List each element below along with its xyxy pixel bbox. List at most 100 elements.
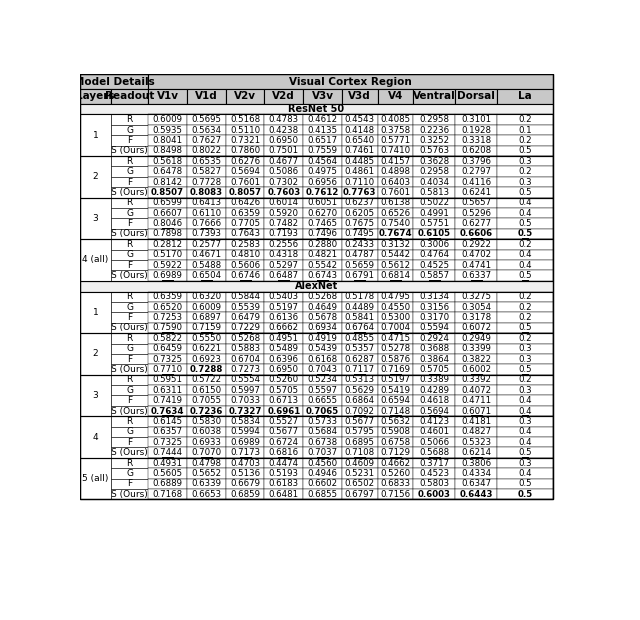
Bar	[497, 489, 553, 500]
Bar	[187, 146, 226, 156]
Bar	[80, 416, 111, 458]
Text: Visual Cortex Region: Visual Cortex Region	[289, 77, 412, 87]
Bar	[413, 270, 455, 281]
Bar	[497, 156, 553, 166]
Bar	[378, 333, 413, 343]
Text: 0.2924: 0.2924	[419, 334, 449, 343]
Bar	[80, 333, 553, 374]
Bar	[342, 187, 378, 198]
Bar	[80, 458, 553, 500]
Bar	[148, 187, 187, 198]
Bar	[187, 250, 226, 260]
Bar	[455, 396, 497, 406]
Text: 0.5231: 0.5231	[345, 469, 375, 478]
Bar	[303, 89, 342, 104]
Bar	[497, 239, 553, 250]
Text: 0.7325: 0.7325	[152, 355, 182, 363]
Bar	[342, 343, 378, 354]
Bar	[111, 385, 148, 396]
Bar	[303, 177, 342, 187]
Text: Model Details: Model Details	[74, 77, 154, 87]
Bar	[187, 333, 226, 343]
Bar	[148, 396, 187, 406]
Bar	[303, 312, 342, 323]
Text: 0.4855: 0.4855	[345, 334, 375, 343]
Bar	[342, 135, 378, 146]
Text: 1: 1	[93, 131, 99, 140]
Bar	[497, 468, 553, 479]
Text: 0.2958: 0.2958	[419, 115, 449, 124]
Text: 0.5278: 0.5278	[380, 344, 410, 353]
Bar	[148, 198, 187, 208]
Text: 0.6071: 0.6071	[461, 407, 491, 415]
Bar	[342, 365, 378, 374]
Bar	[226, 146, 264, 156]
Text: V4: V4	[388, 91, 403, 101]
Bar	[148, 146, 187, 156]
Text: 0.5935: 0.5935	[152, 125, 182, 135]
Text: 0.7710: 0.7710	[152, 365, 182, 374]
Bar	[111, 406, 148, 416]
Bar	[226, 187, 264, 198]
Bar	[413, 374, 455, 385]
Bar	[378, 416, 413, 427]
Text: 0.3628: 0.3628	[419, 157, 449, 166]
Bar	[303, 458, 342, 468]
Text: 0.4618: 0.4618	[419, 396, 449, 405]
Bar	[148, 416, 187, 427]
Bar	[80, 239, 553, 281]
Text: 0.7321: 0.7321	[230, 136, 260, 145]
Text: 0.5618: 0.5618	[152, 157, 182, 166]
Bar	[497, 396, 553, 406]
Bar	[378, 270, 413, 281]
Bar	[497, 89, 553, 104]
Bar	[342, 479, 378, 489]
Bar	[226, 365, 264, 374]
Bar	[226, 312, 264, 323]
Bar	[413, 343, 455, 354]
Bar	[455, 291, 497, 302]
Text: 0.3796: 0.3796	[461, 157, 491, 166]
Bar	[80, 104, 553, 115]
Bar	[303, 468, 342, 479]
Bar	[303, 260, 342, 270]
Text: 0.7229: 0.7229	[230, 324, 260, 332]
Text: 0.4560: 0.4560	[307, 459, 338, 467]
Bar	[187, 489, 226, 500]
Text: 0.5763: 0.5763	[419, 146, 449, 156]
Text: 0.6738: 0.6738	[307, 438, 338, 447]
Bar	[187, 458, 226, 468]
Text: 0.2: 0.2	[518, 313, 532, 322]
Text: 0.4703: 0.4703	[230, 459, 260, 467]
Bar	[378, 250, 413, 260]
Text: 0.4741: 0.4741	[461, 260, 491, 270]
Text: 0.5876: 0.5876	[380, 355, 410, 363]
Text: 0.7627: 0.7627	[191, 136, 221, 145]
Text: 0.5652: 0.5652	[191, 469, 221, 478]
Bar	[455, 323, 497, 333]
Bar	[148, 115, 187, 125]
Text: G: G	[126, 303, 133, 312]
Bar	[264, 187, 303, 198]
Text: 0.2: 0.2	[518, 240, 532, 249]
Text: 0.5677: 0.5677	[269, 427, 299, 436]
Bar	[226, 343, 264, 354]
Text: 0.4123: 0.4123	[419, 417, 449, 426]
Bar	[378, 125, 413, 135]
Bar	[413, 239, 455, 250]
Text: 0.5: 0.5	[517, 229, 532, 239]
Bar	[148, 374, 187, 385]
Text: R: R	[127, 459, 132, 467]
Bar	[378, 458, 413, 468]
Text: 0.3392: 0.3392	[461, 375, 491, 384]
Bar	[303, 115, 342, 125]
Bar	[264, 437, 303, 448]
Text: 0.6758: 0.6758	[380, 438, 410, 447]
Bar	[342, 427, 378, 437]
Text: 0.8507: 0.8507	[151, 188, 184, 197]
Text: 0.3: 0.3	[518, 344, 532, 353]
Bar	[264, 406, 303, 416]
Bar	[497, 291, 553, 302]
Bar	[497, 354, 553, 365]
Text: 0.5951: 0.5951	[152, 375, 182, 384]
